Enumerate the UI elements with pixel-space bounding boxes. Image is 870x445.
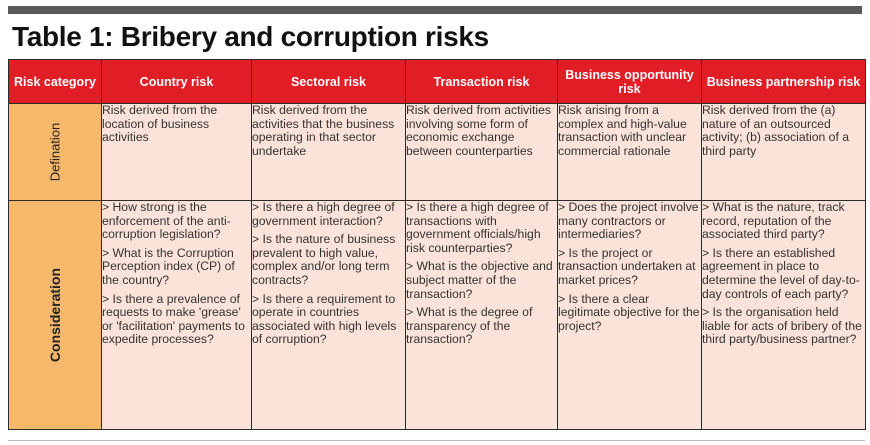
header-sectoral-risk: Sectoral risk [251, 59, 406, 104]
header-business-partnership-risk: Business partnership risk [701, 59, 866, 104]
consideration-item: > Does the project involve many contract… [558, 200, 699, 242]
consideration-row-label-cell: Consideration [8, 200, 102, 430]
consideration-item: > Is the nature of business prevalent to… [252, 232, 396, 287]
definition-sectoral-cell: Risk derived from the activities that th… [251, 103, 406, 201]
definition-row: Defination Risk derived from the locatio… [8, 103, 866, 201]
consideration-row: Consideration > How strong is the enforc… [8, 200, 866, 430]
consideration-item: > Is the organisation held liable for ac… [702, 305, 862, 347]
definition-transaction-cell: Risk derived from activities involving s… [405, 103, 558, 201]
definition-row-label-cell: Defination [8, 103, 102, 201]
consideration-item: > What is the Corruption Perception inde… [102, 245, 235, 287]
consideration-partnership-cell: > What is the nature, track record, repu… [701, 200, 866, 430]
consideration-item: > How strong is the enforcement of the a… [102, 200, 231, 242]
consideration-item: > Is there a high degree of transactions… [406, 200, 549, 255]
consideration-item: > What is the degree of transparency of … [406, 305, 533, 347]
risk-table: Risk category Country risk Sectoral risk… [8, 59, 866, 430]
definition-partnership-cell: Risk derived from the (a) nature of an o… [701, 103, 866, 201]
table-title: Table 1: Bribery and corruption risks [12, 21, 489, 52]
header-row: Risk category Country risk Sectoral risk… [8, 59, 866, 104]
consideration-item: > Is there a prevalence of requests to m… [102, 291, 245, 347]
consideration-item: > Is there a clear legitimate objective … [558, 291, 700, 333]
consideration-transaction-cell: > Is there a high degree of transactions… [405, 200, 558, 430]
header-country-risk: Country risk [101, 59, 252, 104]
definition-row-label: Defination [47, 122, 63, 182]
definition-opportunity-cell: Risk arising from a complex and high-val… [557, 103, 702, 201]
consideration-country-cell: > How strong is the enforcement of the a… [101, 200, 252, 430]
header-risk-category: Risk category [8, 59, 102, 104]
header-transaction-risk: Transaction risk [405, 59, 558, 104]
bottom-rule [8, 440, 865, 441]
consideration-item: > What is the nature, track record, repu… [702, 200, 845, 242]
consideration-item: > Is there a high degree of government i… [252, 200, 395, 228]
consideration-sectoral-cell: > Is there a high degree of government i… [251, 200, 406, 430]
definition-country-cell: Risk derived from the location of busine… [101, 103, 252, 201]
consideration-item: > What is the objective and subject matt… [406, 259, 553, 301]
consideration-item: > Is there an established agreement in p… [702, 245, 860, 301]
consideration-row-label: Consideration [47, 267, 63, 363]
top-rule [8, 6, 862, 14]
header-business-opportunity-risk: Business opportunity risk [557, 59, 702, 104]
consideration-item: > Is the project or transaction undertak… [558, 245, 696, 287]
consideration-opportunity-cell: > Does the project involve many contract… [557, 200, 702, 430]
consideration-item: > Is there a requirement to operate in c… [252, 291, 397, 347]
